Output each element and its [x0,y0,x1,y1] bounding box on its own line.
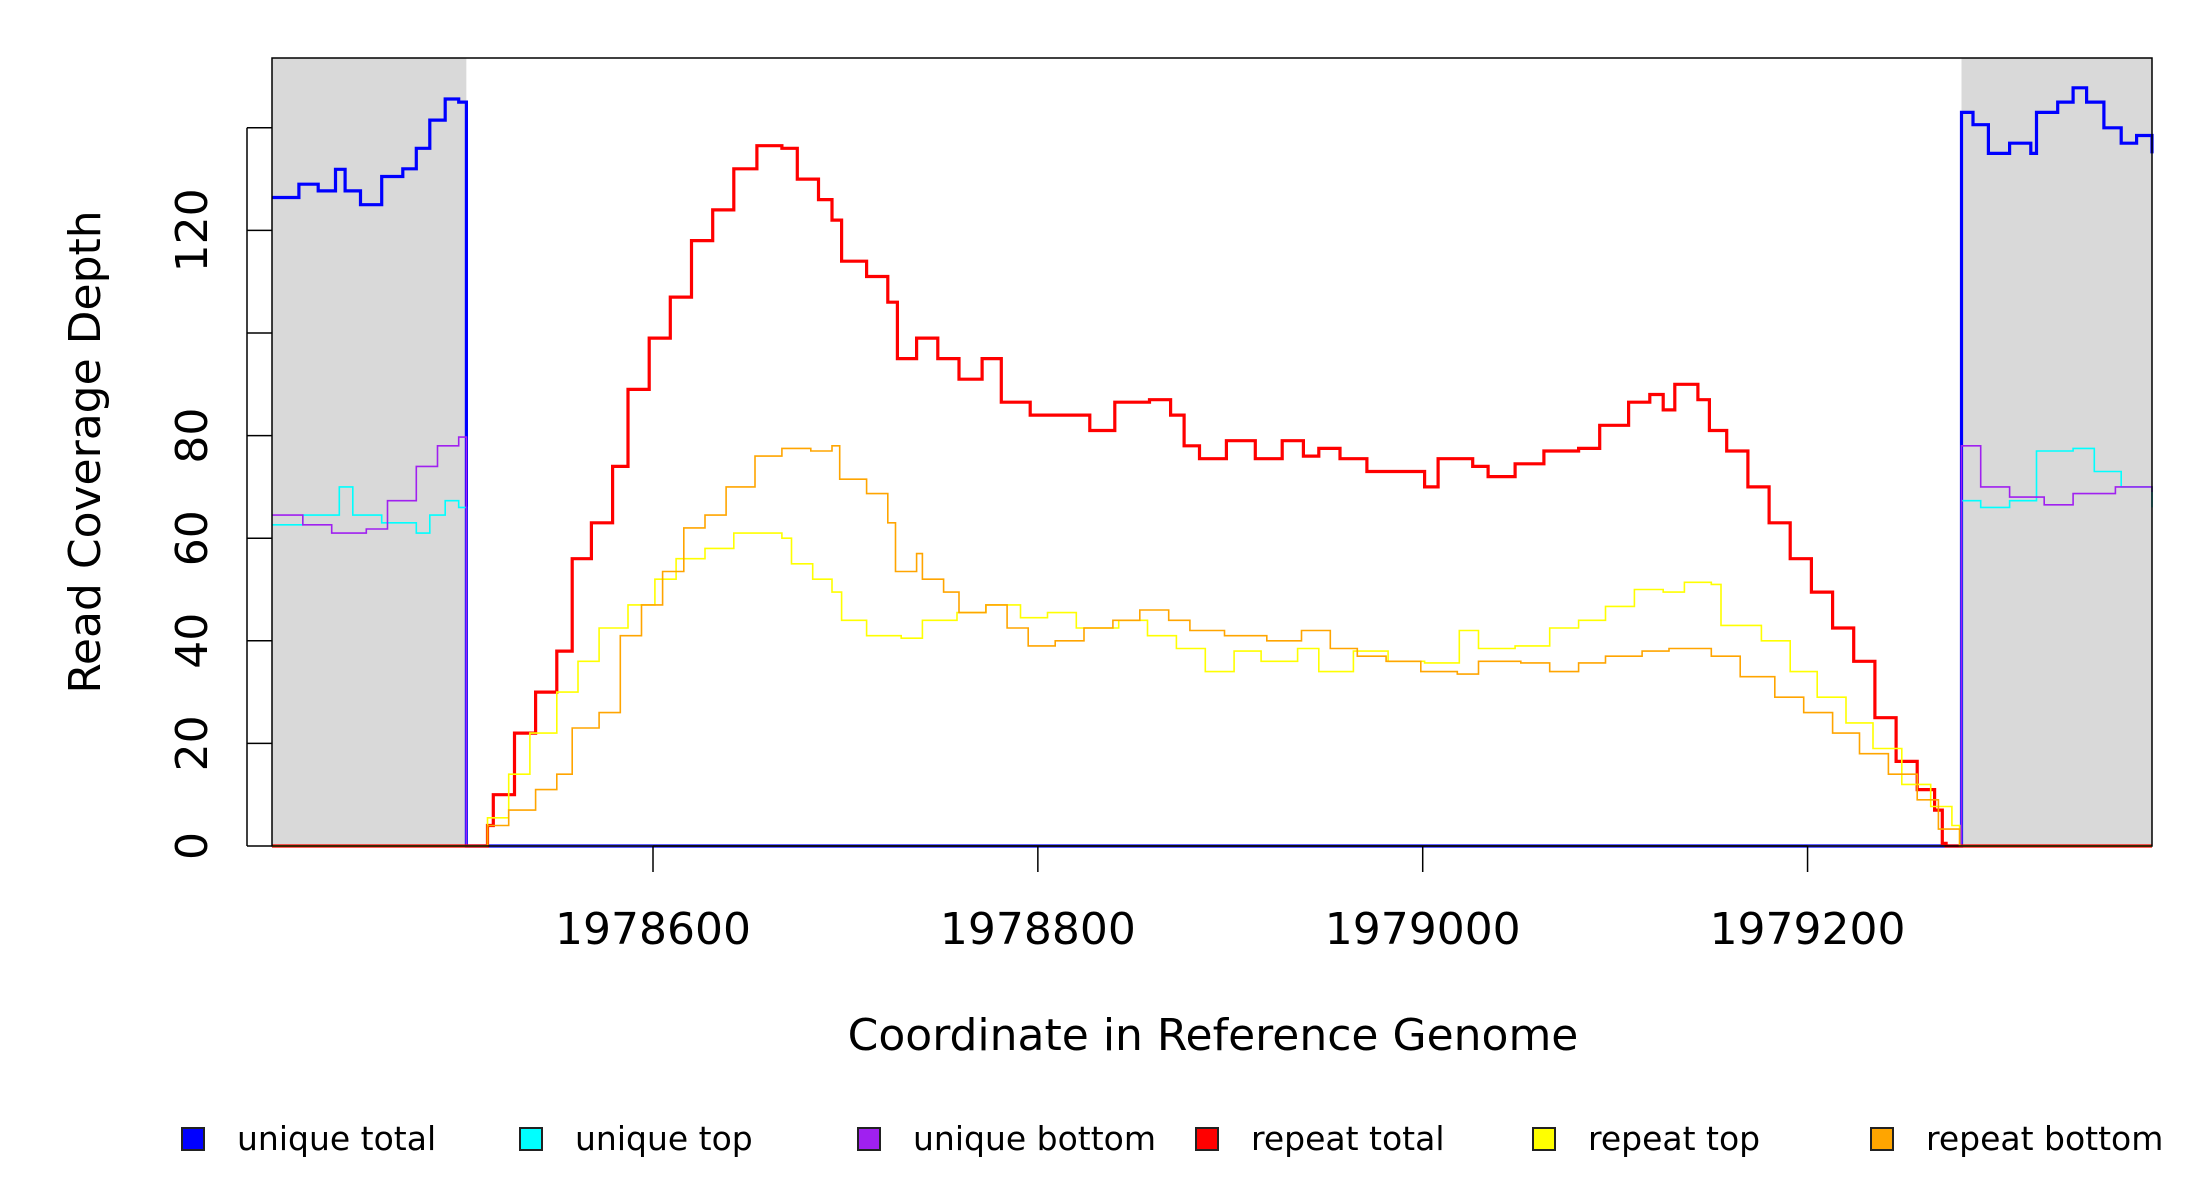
legend-label: unique top [575,1119,753,1158]
y-axis-title: Read Coverage Depth [60,210,111,693]
x-tick-label: 1979200 [1710,904,1906,955]
plot-frame [271,57,2153,847]
series-line-repeat-top [272,532,2152,847]
series-line-unique-top [272,447,2153,847]
legend-item-repeat-total: repeat total [1195,1119,1445,1158]
y-tick-label: 80 [167,408,218,464]
shaded-region-0 [272,58,467,846]
y-axis: 0 20 40 60 80 120 [167,127,272,860]
y-tick-label: 0 [167,832,218,860]
series-line-unique-bottom [272,436,2153,847]
shaded-region-1 [1961,58,2152,846]
x-axis-title: Coordinate in Reference Genome [848,1010,1579,1061]
legend-item-unique-top: unique top [519,1119,753,1158]
y-tick-label: 60 [167,510,218,566]
legend-swatch [1532,1127,1556,1151]
y-tick-label: 20 [167,715,218,771]
legend-label: unique bottom [913,1119,1156,1158]
legend-swatch [1870,1127,1894,1151]
x-tick-label: 1978800 [940,904,1136,955]
legend: unique total unique top unique bottom repea… [181,1119,2163,1158]
legend-label: repeat bottom [1926,1119,2163,1158]
legend-swatch [181,1127,205,1151]
legend-swatch [1195,1127,1219,1151]
y-tick-label: 40 [167,613,218,669]
x-tick-label: 1978600 [555,904,751,955]
legend-item-repeat-bottom: repeat bottom [1870,1119,2163,1158]
shaded-regions [272,58,2152,846]
y-tick-label: 120 [167,188,218,272]
series-lines [272,86,2154,848]
series-line-unique-total [272,86,2154,848]
x-axis: 1978600 1978800 1979000 1979200 [555,845,1906,955]
legend-item-unique-bottom: unique bottom [857,1119,1156,1158]
legend-item-repeat-top: repeat top [1532,1119,1760,1158]
series-line-repeat-total [272,144,2152,848]
legend-label: repeat top [1588,1119,1760,1158]
x-tick-label: 1979000 [1325,904,1521,955]
legend-swatch [857,1127,881,1151]
legend-item-unique-total: unique total [181,1119,436,1158]
legend-label: repeat total [1251,1119,1445,1158]
series-line-repeat-bottom [272,445,2152,847]
legend-swatch [519,1127,543,1151]
legend-label: unique total [237,1119,436,1158]
